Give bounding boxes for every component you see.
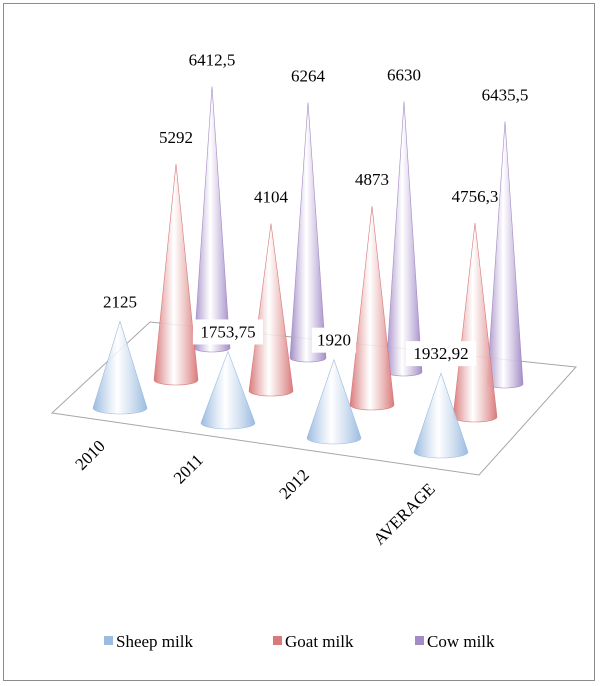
- data-label-sheep-milk-2011: 1753,75: [200, 322, 255, 341]
- data-label-sheep-milk-average: 1932,92: [413, 344, 468, 363]
- cone-body: [92, 320, 148, 415]
- cone-sheep-milk-2012: [306, 358, 362, 445]
- data-label-goat-milk-2011: 4104: [254, 188, 289, 207]
- legend-swatch: [104, 636, 113, 645]
- cone-body: [200, 350, 256, 430]
- data-label-box: [192, 319, 264, 345]
- cone-sheep-milk-average: [413, 372, 469, 459]
- cone-body: [349, 206, 395, 411]
- data-label-goat-milk-2010: 5292: [159, 128, 193, 147]
- cone-cow-milk-2011: [289, 102, 327, 363]
- cone-body: [248, 223, 294, 397]
- cone-cow-milk-average: [486, 121, 524, 389]
- cone-body: [413, 372, 469, 459]
- data-labels: 6435,5 6630 6264 6412,5 4756,3 4873 4104 5292 19…: [103, 50, 529, 367]
- cone-body: [486, 121, 524, 389]
- legend-item-sheep-milk: Sheep milk: [104, 632, 193, 651]
- tick-label-2010: 2010: [71, 436, 108, 473]
- cone-goat-milk-2010: [153, 164, 199, 386]
- cone-goat-milk-2011: [248, 223, 294, 397]
- legend-label: Sheep milk: [116, 632, 193, 651]
- tick-label-average: AVERAGE: [370, 479, 439, 548]
- data-label-box: [405, 341, 477, 367]
- cone-body: [193, 86, 231, 353]
- legend-item-goat-milk: Goat milk: [273, 632, 354, 651]
- data-label-goat-milk-average: 4756,3: [452, 187, 499, 206]
- data-label-sheep-milk-2010: 2125: [103, 292, 137, 311]
- legend-label: Goat milk: [285, 632, 354, 651]
- data-label-cow-milk-2010: 6412,5: [189, 50, 236, 69]
- legend-swatch: [415, 636, 424, 645]
- cone-goat-milk-2012: [349, 206, 395, 411]
- data-label-sheep-milk-2012: 1920: [317, 331, 351, 350]
- tick-label-2011: 2011: [170, 450, 207, 487]
- cone-body: [289, 102, 327, 363]
- data-label-cow-milk-2012: 6630: [387, 65, 421, 84]
- tick-label-2012: 2012: [275, 465, 312, 502]
- data-label-goat-milk-2012: 4873: [355, 170, 389, 189]
- cone-sheep-milk-2010: [92, 320, 148, 415]
- legend: Sheep milk Goat milk Cow milk: [104, 632, 495, 651]
- legend-item-cow-milk: Cow milk: [415, 632, 495, 651]
- cone-sheep-milk-2011: [200, 350, 256, 430]
- legend-swatch: [273, 636, 282, 645]
- cone-goat-milk-average: [452, 222, 498, 423]
- data-label-cow-milk-2011: 6264: [291, 66, 326, 85]
- cone-cow-milk-2012: [385, 101, 423, 377]
- cone-body: [153, 164, 199, 386]
- plot-area: [92, 86, 524, 459]
- legend-label: Cow milk: [427, 632, 495, 651]
- data-label-cow-milk-average: 6435,5: [482, 85, 529, 104]
- cone-body: [452, 222, 498, 423]
- data-label-box: [311, 327, 357, 353]
- cone-body: [385, 101, 423, 377]
- cone-body: [306, 358, 362, 445]
- cone-cow-milk-2010: [193, 86, 231, 353]
